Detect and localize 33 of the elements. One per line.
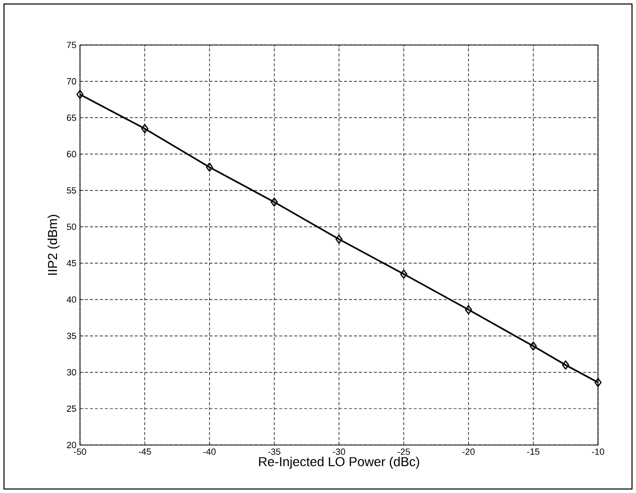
x-tick-label: -20 — [462, 448, 475, 455]
y-tick-label: 20 — [66, 442, 76, 448]
x-tick-label: -50 — [74, 448, 86, 455]
y-tick-label: 55 — [66, 187, 76, 194]
point — [141, 124, 148, 134]
point — [76, 90, 84, 100]
y-tick-label: 45 — [66, 260, 76, 266]
point — [530, 342, 537, 351]
point — [335, 234, 343, 244]
y-tick-label: 40 — [66, 296, 76, 303]
x-tick-label: -10 — [592, 448, 604, 455]
y-tick-label: 35 — [66, 332, 76, 340]
y-axis-title: IIP2 (dBm) — [48, 214, 60, 275]
x-tick-label: -25 — [398, 448, 410, 455]
x-tick-label: -35 — [268, 448, 280, 455]
x-tick-label: -30 — [332, 448, 346, 455]
point — [270, 198, 278, 207]
y-tick-label: 75 — [66, 42, 76, 48]
point — [464, 305, 472, 314]
point — [594, 378, 602, 388]
x-tick-label: -15 — [527, 448, 540, 455]
x-tick-label: -40 — [203, 448, 216, 455]
y-tick-label: 70 — [66, 78, 76, 85]
y-tick-label: 30 — [66, 369, 76, 376]
point — [562, 360, 570, 370]
y-tick-label: 50 — [66, 224, 76, 230]
x-axis-title: Re-Injected LO Power (dBc) — [259, 456, 420, 469]
point — [206, 162, 214, 172]
point — [400, 270, 408, 279]
y-tick-label: 25 — [66, 405, 76, 412]
y-tick-label: 60 — [66, 150, 76, 158]
x-tick-label: -45 — [138, 448, 151, 455]
y-tick-label: 65 — [66, 114, 76, 121]
